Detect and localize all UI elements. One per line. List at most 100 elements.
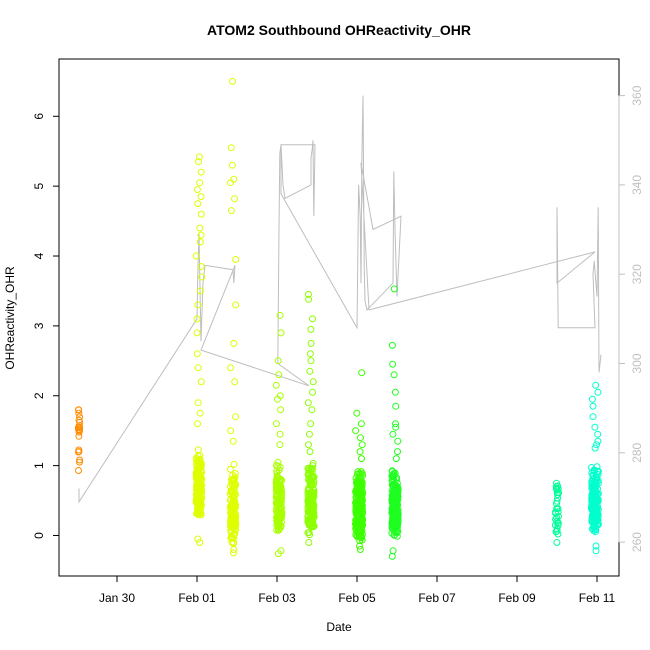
cluster-6 — [388, 285, 402, 560]
data-point — [554, 508, 562, 516]
data-point — [76, 418, 84, 426]
data-point — [389, 360, 397, 368]
data-point — [274, 395, 281, 403]
data-point — [355, 517, 363, 524]
data-point — [391, 531, 399, 539]
data-point — [391, 388, 399, 396]
data-point — [272, 381, 280, 389]
data-point — [306, 350, 314, 358]
data-point — [553, 539, 561, 546]
data-point — [195, 153, 203, 161]
data-point — [392, 420, 399, 428]
data-point — [307, 506, 315, 514]
cluster-4 — [304, 290, 318, 546]
data-point — [193, 350, 201, 358]
data-point — [227, 144, 235, 152]
data-point — [275, 487, 283, 495]
data-point — [227, 179, 234, 187]
data-point — [276, 430, 284, 438]
data-point — [592, 489, 600, 497]
data-point — [231, 378, 239, 386]
data-point — [275, 525, 282, 533]
data-point — [592, 381, 600, 389]
data-point — [227, 207, 235, 215]
data-point — [194, 200, 202, 208]
data-point — [356, 448, 364, 456]
data-point — [394, 437, 402, 445]
y-tick-label: 1 — [32, 462, 46, 469]
data-point — [232, 501, 240, 509]
data-point — [230, 498, 238, 505]
data-point — [553, 497, 561, 505]
x-tick-label: Jan 30 — [99, 591, 135, 605]
data-point — [352, 531, 360, 539]
data-point — [307, 325, 315, 333]
data-point — [353, 409, 361, 417]
data-point — [230, 339, 238, 347]
data-point — [552, 515, 560, 523]
data-point — [590, 501, 598, 508]
data-point — [197, 497, 205, 505]
data-point — [389, 547, 397, 555]
data-point — [593, 509, 601, 517]
data-point — [198, 273, 206, 281]
data-point — [229, 77, 236, 85]
data-point — [197, 475, 205, 482]
data-point — [591, 444, 599, 452]
data-point — [354, 490, 362, 498]
y-tick-label: 5 — [32, 182, 46, 189]
data-point — [389, 430, 397, 438]
data-point — [230, 549, 237, 557]
data-point — [388, 468, 396, 476]
x-tick-label: Feb 05 — [338, 591, 376, 605]
y-tick-label: 4 — [32, 252, 46, 259]
data-point — [75, 409, 83, 417]
y-axis-left: 0 1 2 3 4 5 6 — [32, 113, 59, 539]
data-point — [304, 493, 312, 501]
data-point — [554, 530, 562, 538]
data-point — [305, 290, 312, 298]
data-point — [197, 505, 205, 513]
data-point — [76, 423, 84, 431]
data-point — [307, 339, 315, 347]
data-point — [194, 446, 202, 454]
data-point — [392, 402, 400, 410]
data-point — [193, 473, 201, 481]
data-point — [197, 287, 204, 295]
data-point — [592, 505, 599, 513]
data-point — [308, 494, 316, 502]
data-point — [228, 161, 236, 169]
data-point — [588, 516, 596, 524]
data-point — [194, 399, 202, 407]
data-point — [304, 399, 312, 407]
data-point — [227, 522, 235, 530]
data-point — [357, 420, 365, 428]
data-point — [229, 524, 237, 532]
data-point — [307, 420, 315, 428]
data-point — [588, 395, 596, 403]
data-point — [309, 315, 316, 323]
data-point — [589, 402, 597, 410]
data-point — [197, 231, 205, 239]
data-point — [229, 490, 237, 498]
data-point — [307, 477, 315, 485]
data-point — [354, 487, 362, 495]
data-point — [593, 441, 600, 449]
data-point — [229, 437, 237, 445]
data-point — [358, 522, 366, 530]
data-point — [232, 301, 240, 309]
data-point — [197, 509, 205, 517]
data-point — [197, 168, 205, 176]
data-point — [306, 448, 314, 456]
data-point — [306, 367, 314, 375]
data-point — [75, 406, 83, 414]
data-point — [554, 482, 562, 490]
data-point — [389, 471, 397, 479]
data-point — [307, 357, 315, 365]
data-point — [588, 497, 596, 505]
data-point — [358, 441, 366, 449]
y-right-tick-label: 280 — [630, 442, 644, 462]
cluster-0 — [74, 406, 84, 474]
data-point — [589, 413, 597, 421]
data-point — [390, 285, 398, 293]
